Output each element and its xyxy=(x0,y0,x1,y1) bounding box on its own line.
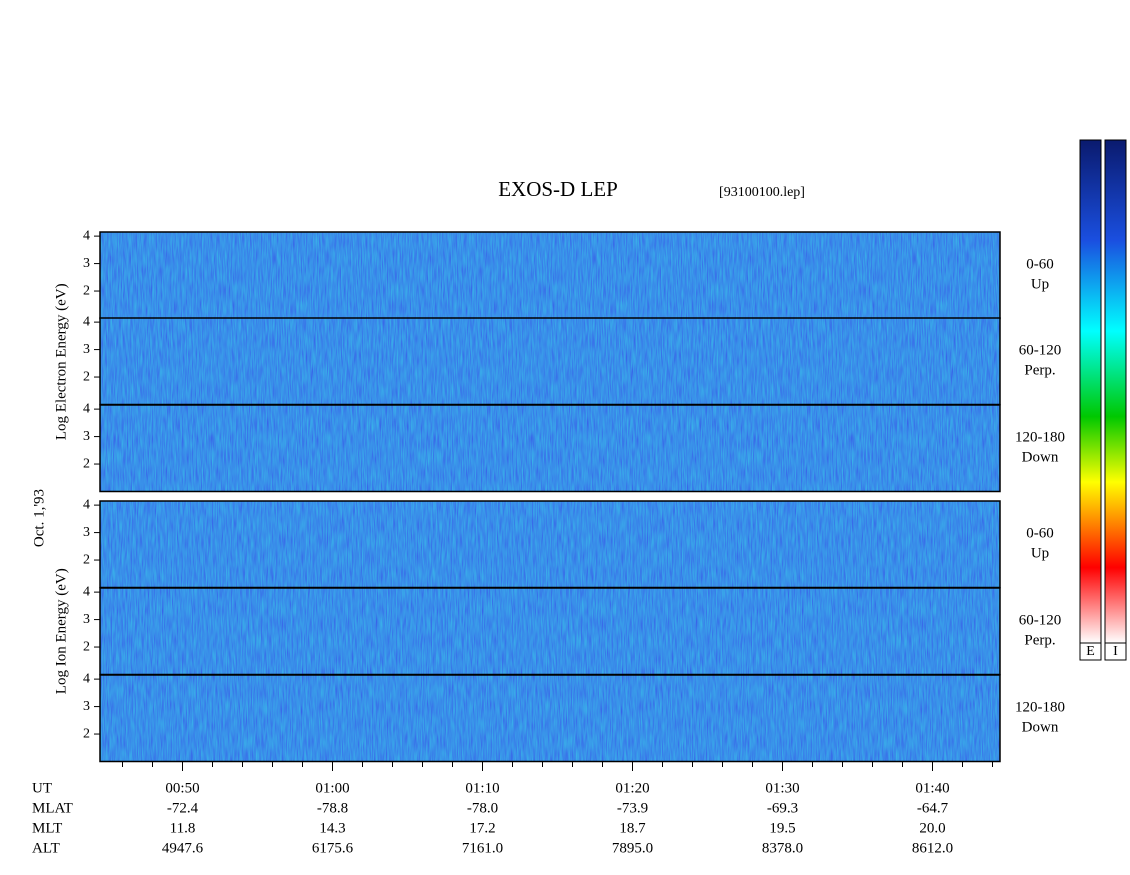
x-tick-label: 01:40 xyxy=(915,780,949,796)
panel-label-line: Up xyxy=(1031,277,1049,293)
panel-label-line: Perp. xyxy=(1024,633,1055,649)
panel-label-line: Down xyxy=(1022,450,1059,466)
panel-label: 0-60 Up xyxy=(1026,257,1054,293)
y-tick-label: 3 xyxy=(83,699,90,714)
ephemeris-value: -78.8 xyxy=(317,800,348,816)
panel-label-line: 120-180 xyxy=(1015,700,1065,716)
y-tick-label: 2 xyxy=(83,456,90,471)
ephemeris-label: MLAT xyxy=(32,800,73,816)
spectrogram xyxy=(100,501,1000,588)
y-tick-label: 4 xyxy=(83,228,90,243)
colorbar xyxy=(1079,139,1102,644)
panel-label-line: 120-180 xyxy=(1015,430,1065,446)
y-tick-label: 3 xyxy=(83,612,90,627)
panel-label: 120-180 Down xyxy=(1015,700,1065,736)
ephemeris-value: -64.7 xyxy=(917,800,949,816)
spectrogram xyxy=(100,675,1000,762)
ephemeris-value: -78.0 xyxy=(467,800,498,816)
ephemeris-value: 6175.6 xyxy=(312,840,354,856)
y-tick-label: 3 xyxy=(83,525,90,540)
ephemeris-value: 4947.6 xyxy=(162,840,204,856)
spectrogram xyxy=(100,588,1000,675)
panel-label: 120-180 Down xyxy=(1015,430,1065,466)
ephemeris-label: UT xyxy=(32,780,52,796)
chart-subtitle: [93100100.lep] xyxy=(719,185,805,200)
ephemeris-value: 17.2 xyxy=(469,820,495,836)
y-tick-label: 2 xyxy=(83,726,90,741)
x-tick-label: 01:00 xyxy=(315,780,349,796)
panel-frame xyxy=(99,404,1001,493)
ephemeris-value: 18.7 xyxy=(619,820,646,836)
ephemeris-value: 20.0 xyxy=(919,820,945,836)
y-tick-label: 3 xyxy=(83,342,90,357)
ephemeris-value: 19.5 xyxy=(769,820,795,836)
x-tick-label: 00:50 xyxy=(165,780,199,796)
y-tick-label: 3 xyxy=(83,429,90,444)
y-tick-label: 2 xyxy=(83,552,90,567)
colorbar-label-box xyxy=(1079,642,1102,661)
ephemeris-value: -73.9 xyxy=(617,800,648,816)
y-axis-label: Log Electron Energy (eV) xyxy=(53,283,69,440)
colorbar xyxy=(1104,139,1127,644)
y-tick-label: 4 xyxy=(83,401,90,416)
panel-label: 60-120 Perp. xyxy=(1019,613,1062,649)
panel-label-line: Up xyxy=(1031,546,1049,562)
chart-title: EXOS-D LEP xyxy=(498,177,618,201)
colorbar-label-box xyxy=(1104,642,1127,661)
ephemeris-value: 8378.0 xyxy=(762,840,803,856)
ephemeris-value: 8612.0 xyxy=(912,840,953,856)
ephemeris-value: -69.3 xyxy=(767,800,798,816)
panel-label-line: Down xyxy=(1022,720,1059,736)
panel-label-line: 0-60 xyxy=(1026,257,1054,273)
spectrogram xyxy=(100,405,1000,492)
x-tick-label: 01:20 xyxy=(615,780,649,796)
spectrogram xyxy=(100,232,1000,319)
panel-label-line: 60-120 xyxy=(1019,343,1062,359)
ephemeris-value: 7895.0 xyxy=(612,840,653,856)
panel-label: 60-120 Perp. xyxy=(1019,343,1062,379)
ephemeris-label: MLT xyxy=(32,820,62,836)
y-tick-label: 4 xyxy=(83,584,90,599)
y-tick-label: 4 xyxy=(83,314,90,329)
date-label: Oct. 1,'93 xyxy=(31,489,47,547)
y-axis-label: Log Ion Energy (eV) xyxy=(53,568,69,694)
x-tick-label: 01:30 xyxy=(765,780,799,796)
colorbar-label: E xyxy=(1086,644,1095,659)
ephemeris-label: ALT xyxy=(32,840,60,856)
ephemeris-value: 11.8 xyxy=(170,820,196,836)
colorbar-label: I xyxy=(1113,644,1118,659)
panel-label-line: 0-60 xyxy=(1026,526,1054,542)
y-tick-label: 4 xyxy=(83,497,90,512)
panel-label-line: 60-120 xyxy=(1019,613,1062,629)
ephemeris-value: 14.3 xyxy=(319,820,345,836)
y-tick-label: 2 xyxy=(83,369,90,384)
panel-frame xyxy=(99,674,1001,763)
x-tick-label: 01:10 xyxy=(465,780,499,796)
y-tick-label: 2 xyxy=(83,639,90,654)
y-tick-label: 3 xyxy=(83,256,90,271)
ephemeris-value: -72.4 xyxy=(167,800,199,816)
y-tick-label: 2 xyxy=(83,283,90,298)
spectrogram xyxy=(100,318,1000,405)
panel-label: 0-60 Up xyxy=(1026,526,1054,562)
ephemeris-value: 7161.0 xyxy=(462,840,503,856)
y-tick-label: 4 xyxy=(83,671,90,686)
panel-label-line: Perp. xyxy=(1024,363,1055,379)
